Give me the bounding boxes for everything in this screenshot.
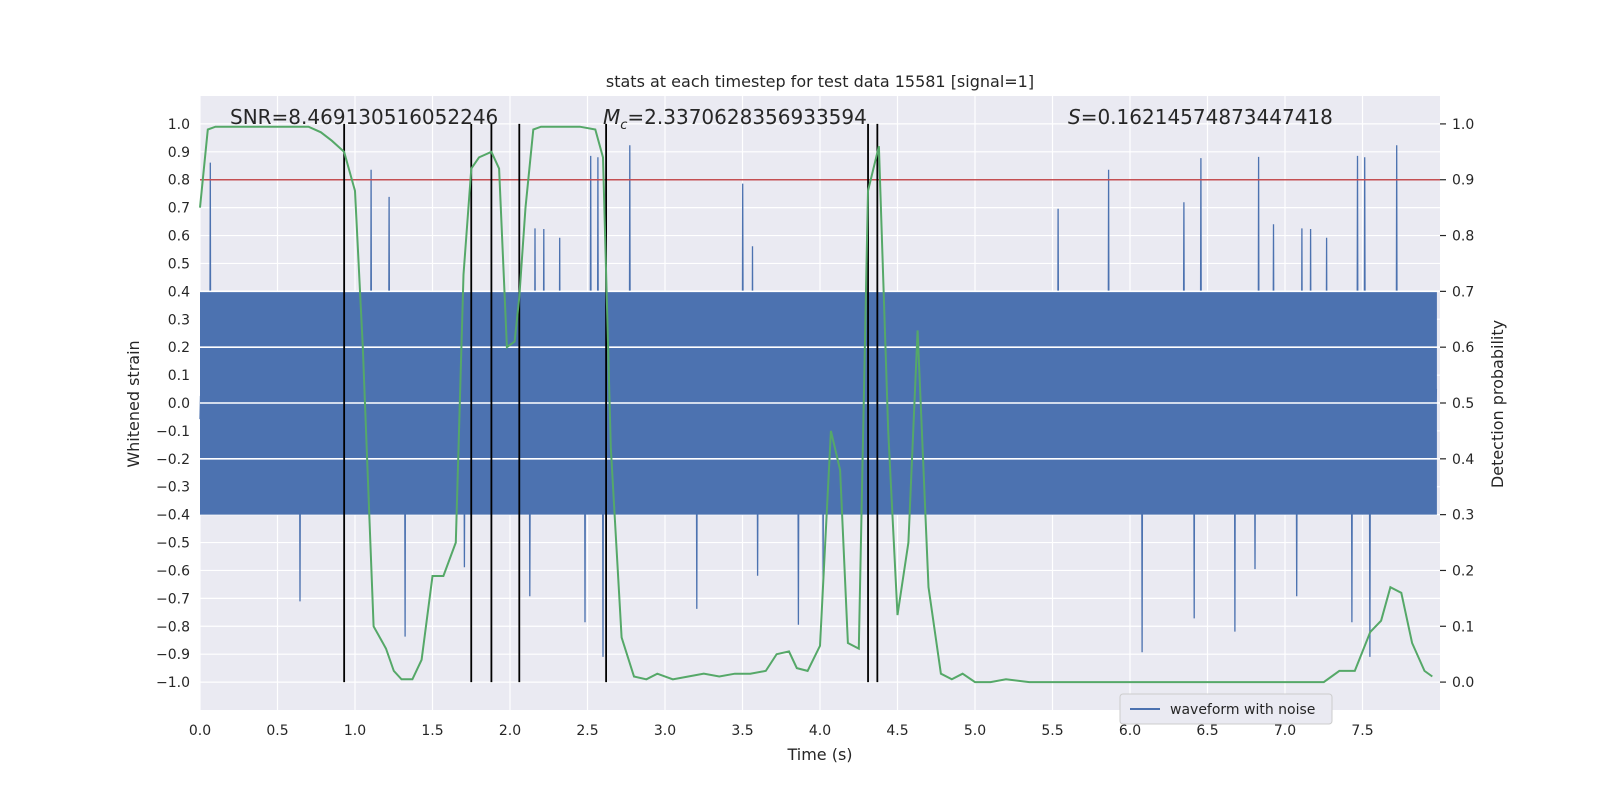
x-tick-label: 0.0 <box>189 723 211 739</box>
y-tick-label: −0.9 <box>156 647 190 663</box>
y-tick-label: −0.2 <box>156 452 190 468</box>
legend: waveform with noise <box>1119 693 1333 725</box>
x-tick-label: 0.5 <box>266 723 288 739</box>
y-tick-label: −0.5 <box>156 536 190 552</box>
y-tick-label: 0.7 <box>168 201 190 217</box>
y-right-tick-label: 0.3 <box>1452 508 1474 524</box>
y-right-tick-label: 0.6 <box>1452 340 1474 356</box>
x-tick-label: 2.0 <box>499 723 521 739</box>
y-axis-right-ticks: 1.0 0.9 0.8 0.7 0.6 0.5 0.4 0.3 0.2 0.1 0.0 <box>1440 117 1474 691</box>
mc-symbol: M <box>603 105 620 129</box>
y-tick-label: 0.3 <box>168 312 190 328</box>
y-tick-label: 1.0 <box>168 117 190 133</box>
y-right-tick-label: 0.4 <box>1452 452 1474 468</box>
y-axis-right-label: Detection probability <box>1488 320 1507 488</box>
mc-subscript: c <box>620 118 627 133</box>
y-tick-label: 0.0 <box>168 396 190 412</box>
legend-label: waveform with noise <box>1170 702 1315 718</box>
mc-value: =2.3370628356933594 <box>627 105 866 129</box>
y-tick-label: 0.6 <box>168 229 190 245</box>
y-tick-label: 0.4 <box>168 284 190 300</box>
snr-annotation: SNR=8.469130516052246 <box>230 105 498 129</box>
y-axis-label: Whitened strain <box>124 340 143 467</box>
s-symbol: S <box>1068 105 1081 129</box>
y-right-tick-label: 0.8 <box>1452 229 1474 245</box>
y-tick-label: −1.0 <box>156 675 190 691</box>
x-tick-label: 1.5 <box>421 723 443 739</box>
y-tick-label: 0.5 <box>168 256 190 272</box>
y-right-tick-label: 0.2 <box>1452 563 1474 579</box>
x-tick-label: 7.5 <box>1351 723 1373 739</box>
detection-probability-line <box>199 125 1433 684</box>
x-tick-label: 5.5 <box>1041 723 1063 739</box>
y-right-tick-label: 0.1 <box>1452 619 1474 635</box>
x-tick-label: 1.0 <box>344 723 366 739</box>
x-tick-label: 7.0 <box>1274 723 1296 739</box>
mc-annotation: Mc=2.3370628356933594 <box>603 105 867 133</box>
legend-box <box>1119 693 1333 725</box>
y-tick-label: −0.4 <box>156 508 190 524</box>
s-value: =0.16214574873447418 <box>1081 105 1333 129</box>
x-tick-label: 4.5 <box>886 723 908 739</box>
x-axis-ticks: 0.0 0.5 1.0 1.5 2.0 2.5 3.0 3.5 4.0 4.5 5.0 5.5 6.0 6… <box>189 723 1374 739</box>
y-right-tick-label: 1.0 <box>1452 117 1474 133</box>
y-tick-label: 0.8 <box>168 173 190 189</box>
x-tick-label: 4.0 <box>809 723 831 739</box>
y-right-tick-label: 0.7 <box>1452 284 1474 300</box>
x-tick-label: 2.5 <box>576 723 598 739</box>
y-tick-label: −0.7 <box>156 591 190 607</box>
y-right-tick-label: 0.0 <box>1452 675 1474 691</box>
x-tick-label: 3.5 <box>731 723 753 739</box>
x-tick-label: 6.0 <box>1119 723 1141 739</box>
y-tick-label: 0.9 <box>168 145 190 161</box>
x-tick-label: 5.0 <box>964 723 986 739</box>
y-tick-label: −0.1 <box>156 424 190 440</box>
y-tick-label: −0.6 <box>156 563 190 579</box>
secondary-grid <box>200 290 1440 460</box>
y-tick-label: 0.1 <box>168 368 190 384</box>
y-axis-ticks: 1.0 0.9 0.8 0.7 0.6 0.5 0.4 0.3 0.2 0.1 0.0 −0.1 −0.… <box>156 117 190 691</box>
y-tick-label: −0.3 <box>156 480 190 496</box>
x-tick-label: 6.5 <box>1196 723 1218 739</box>
s-annotation: S=0.16214574873447418 <box>1068 105 1333 129</box>
x-axis-label: Time (s) <box>786 745 852 764</box>
y-right-tick-label: 0.9 <box>1452 173 1474 189</box>
y-tick-label: 0.2 <box>168 340 190 356</box>
x-tick-label: 3.0 <box>654 723 676 739</box>
chart-title: stats at each timestep for test data 155… <box>606 72 1034 91</box>
y-right-tick-label: 0.5 <box>1452 396 1474 412</box>
y-tick-label: −0.8 <box>156 619 190 635</box>
